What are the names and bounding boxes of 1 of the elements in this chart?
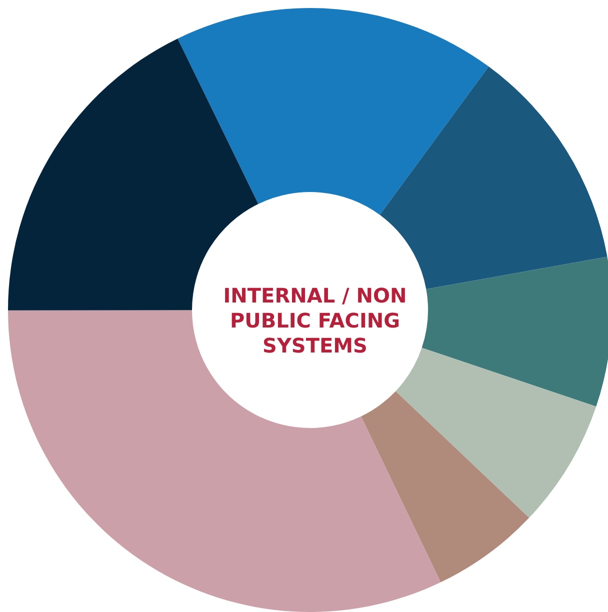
text: INTERNAL / NON PUBLIC FACING SYSTEMS <box>222 284 408 358</box>
